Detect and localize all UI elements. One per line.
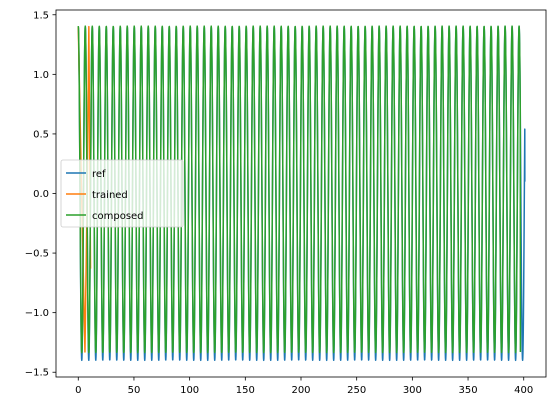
legend: ref trained composed (60, 159, 184, 228)
x-tick-label: 100 (180, 385, 199, 396)
legend-label-trained: trained (92, 190, 128, 201)
series-line-composed (77, 25, 522, 354)
y-tick-label: −0.5 (25, 249, 49, 260)
y-tick-label: 1.5 (33, 10, 49, 21)
x-tick-label: 300 (403, 385, 422, 396)
y-tick-label: 0.0 (33, 189, 49, 200)
x-tick-label: 250 (347, 385, 366, 396)
x-tick-label: 0 (75, 385, 81, 396)
legend-label-composed: composed (92, 211, 144, 222)
y-tick-label: −1.0 (25, 308, 49, 319)
legend-box (60, 159, 184, 228)
x-tick-label: 150 (236, 385, 255, 396)
y-axis: −1.5 −1.0 −0.5 0.0 0.5 1.0 1.5 (25, 10, 56, 379)
y-tick-label: 1.0 (33, 70, 49, 81)
y-tick-label: −1.5 (25, 368, 49, 379)
legend-label-ref: ref (92, 169, 106, 180)
x-axis: 0 50 100 150 200 250 300 350 400 (75, 377, 533, 396)
x-tick-label: 350 (458, 385, 477, 396)
x-tick-label: 50 (128, 385, 141, 396)
x-tick-label: 200 (291, 385, 310, 396)
x-tick-label: 400 (514, 385, 533, 396)
y-tick-label: 0.5 (33, 129, 49, 140)
